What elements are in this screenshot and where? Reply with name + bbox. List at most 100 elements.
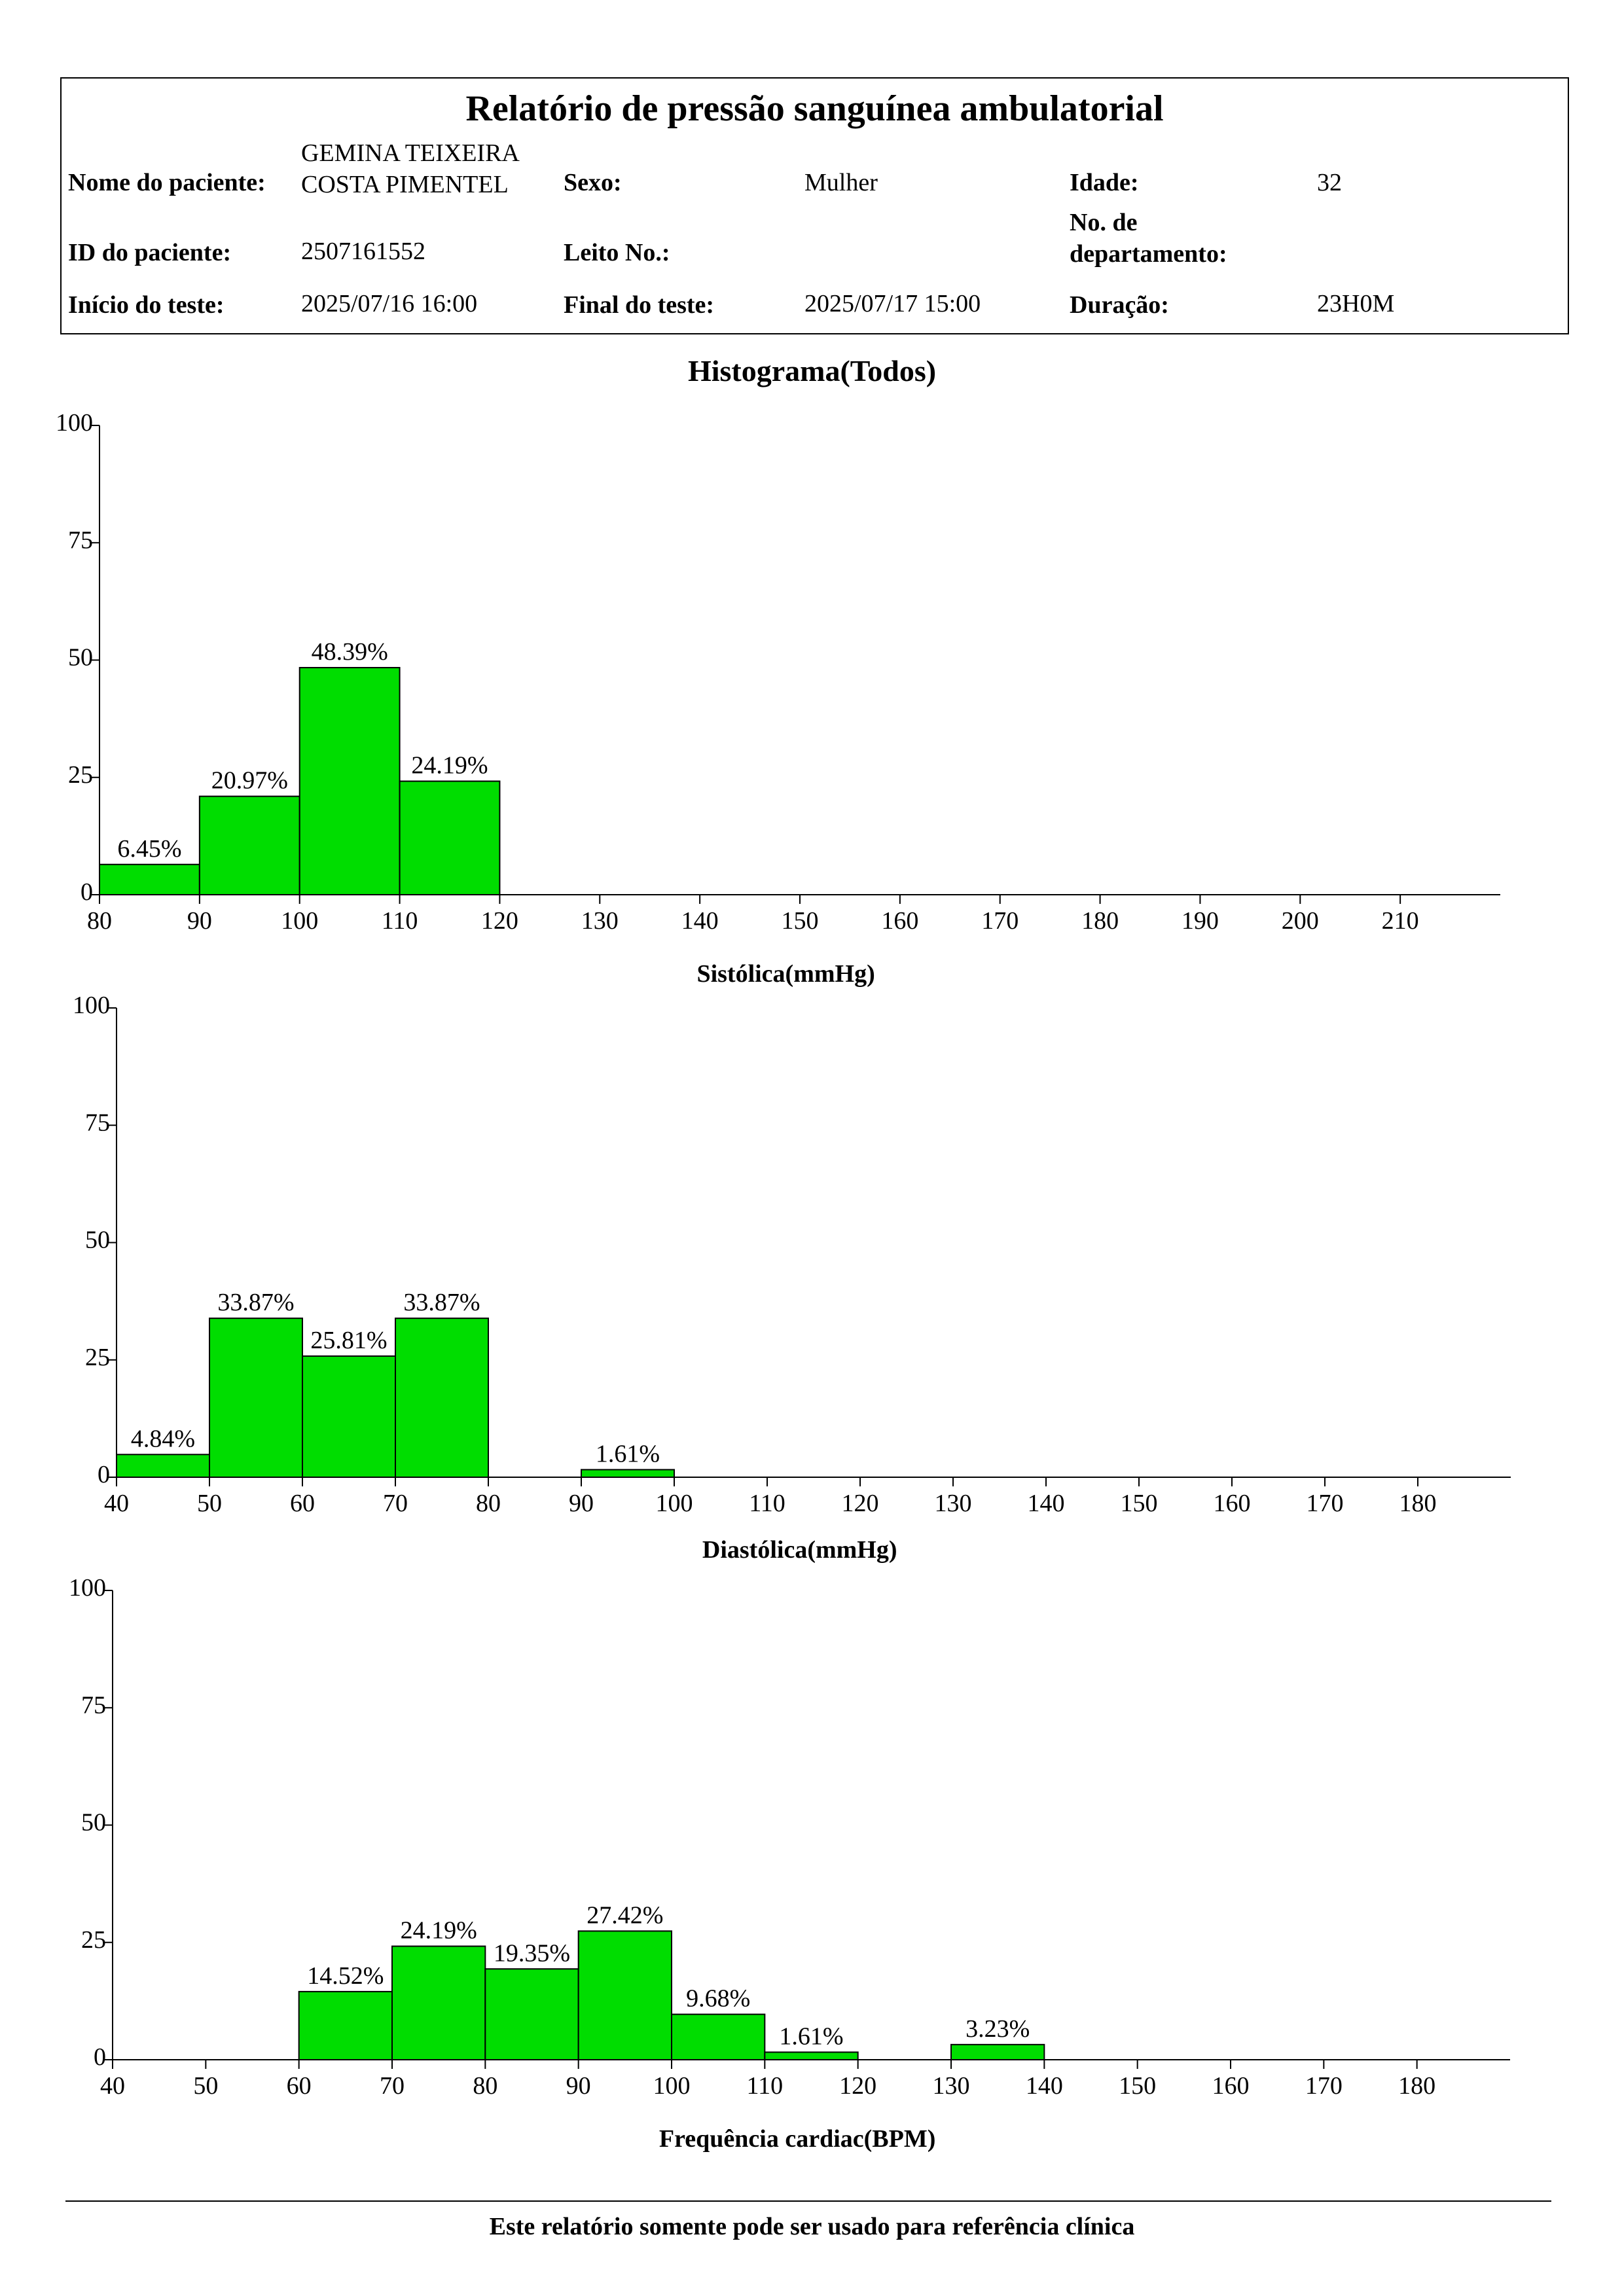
- patient-id-label: ID do paciente:: [68, 239, 232, 266]
- histogram-bar: [950, 2043, 1045, 2060]
- patient-name-value: GEMINA TEIXEIRA COSTA PIMENTEL: [301, 137, 520, 200]
- diastolic-histogram: 4.84% 33.87% 25.81% 33.87% 1.61% 0 25 50 75 100 40…: [73, 992, 1511, 1564]
- sex-value: Mulher: [804, 169, 878, 196]
- patient-id-value: 2507161552: [301, 238, 425, 265]
- bed-label: Leito No.:: [564, 239, 670, 266]
- x-tick-label: 110: [749, 1490, 785, 1517]
- dept-label: No. de departamento:: [1070, 207, 1227, 270]
- x-tick-label: 100: [653, 2072, 691, 2100]
- end-value: 2025/07/17 15:00: [804, 290, 981, 317]
- dept-label-line2: departamento:: [1070, 240, 1227, 268]
- histogram-bar: [302, 1355, 396, 1479]
- bar-value-label: 1.61%: [596, 1440, 660, 1467]
- histogram-bar: [209, 1318, 303, 1478]
- report-header: Relatório de pressão sanguínea ambulator…: [60, 77, 1569, 334]
- histogram-bar: [484, 1968, 579, 2060]
- x-tick-label: 160: [881, 907, 918, 935]
- bar-value-label: 19.35%: [494, 1939, 570, 1967]
- footer-disclaimer: Este relatório somente pode ser usado pa…: [489, 2213, 1135, 2240]
- histogram-bar: [298, 667, 401, 895]
- x-tick-label: 80: [476, 1490, 501, 1517]
- y-tick-label: 75: [85, 1109, 110, 1136]
- x-tick-label: 120: [839, 2072, 876, 2100]
- bar-value-label: 20.97%: [211, 767, 288, 795]
- patient-name-line1: GEMINA TEIXEIRA: [301, 139, 520, 167]
- x-tick-label: 100: [281, 907, 318, 935]
- y-tick-label: 25: [85, 1344, 110, 1371]
- bar-value-label: 48.39%: [312, 638, 388, 666]
- x-tick-label: 50: [193, 2072, 218, 2100]
- patient-name-line2: COSTA PIMENTEL: [301, 171, 509, 198]
- histogram-bar: [99, 863, 200, 895]
- y-tick-label: 25: [81, 1926, 106, 1954]
- x-tick-label: 170: [1307, 1490, 1344, 1517]
- bar-value-label: 1.61%: [779, 2022, 843, 2050]
- x-tick-label: 150: [1121, 1490, 1158, 1517]
- x-tick-label: 160: [1212, 2072, 1250, 2100]
- heart-rate-histogram: 14.52% 24.19% 19.35% 27.42% 9.68% 1.61% 3.23% 0…: [69, 1574, 1510, 2153]
- report-title: Relatório de pressão sanguínea ambulator…: [465, 88, 1164, 129]
- histogram-bar: [116, 1454, 210, 1478]
- bar-value-label: 3.23%: [965, 2015, 1030, 2043]
- y-tick-label: 75: [81, 1691, 106, 1719]
- x-tick-label: 150: [1119, 2072, 1156, 2100]
- x-tick-label: 190: [1182, 907, 1219, 935]
- x-tick-label: 120: [842, 1490, 879, 1517]
- histogram-bar: [581, 1469, 675, 1478]
- age-label: Idade:: [1070, 169, 1139, 196]
- histogram-bar: [671, 2013, 766, 2061]
- footer-divider: [65, 2200, 1551, 2202]
- end-label: Final do teste:: [564, 291, 715, 319]
- x-tick-label: 180: [1399, 1490, 1437, 1517]
- bar-value-label: 24.19%: [411, 752, 488, 780]
- x-tick-label: 70: [380, 2072, 405, 2100]
- x-tick-label: 60: [287, 2072, 312, 2100]
- y-tick-label: 0: [98, 1461, 110, 1488]
- x-tick-label: 170: [981, 907, 1019, 935]
- y-tick-label: 25: [68, 761, 93, 789]
- x-tick-label: 170: [1305, 2072, 1343, 2100]
- bar-value-label: 33.87%: [217, 1289, 294, 1316]
- x-axis-label: Sistólica(mmHg): [696, 960, 875, 988]
- bar-value-label: 9.68%: [686, 1985, 750, 2013]
- x-tick-label: 70: [383, 1490, 408, 1517]
- x-tick-label: 50: [197, 1490, 222, 1517]
- x-tick-label: 40: [104, 1490, 129, 1517]
- x-tick-label: 60: [290, 1490, 315, 1517]
- y-tick-label: 100: [56, 409, 93, 437]
- x-tick-label: 210: [1382, 907, 1419, 935]
- patient-name-label: Nome do paciente:: [68, 169, 266, 196]
- start-label: Início do teste:: [68, 291, 225, 319]
- sex-label: Sexo:: [564, 169, 622, 196]
- y-tick-label: 50: [85, 1227, 110, 1254]
- y-tick-label: 0: [81, 878, 93, 906]
- x-tick-label: 130: [933, 2072, 970, 2100]
- y-tick-label: 50: [81, 1809, 106, 1837]
- systolic-histogram: 6.45% 20.97% 48.39% 24.19% 0 25 50 75 100 80 90 100…: [56, 409, 1500, 988]
- x-tick-label: 130: [935, 1490, 972, 1517]
- y-tick-label: 75: [68, 526, 93, 554]
- bar-value-label: 24.19%: [401, 1917, 477, 1945]
- bar-value-label: 27.42%: [586, 1901, 663, 1929]
- histogram-bar: [298, 1990, 393, 2060]
- histogram-bar: [764, 2051, 859, 2060]
- histogram-bar: [198, 795, 300, 895]
- y-tick-label: 100: [69, 1574, 106, 1602]
- x-tick-label: 80: [473, 2072, 497, 2100]
- age-value: 32: [1317, 169, 1342, 196]
- y-tick-label: 50: [68, 644, 93, 672]
- bar-value-label: 6.45%: [117, 835, 181, 863]
- section-title: Histograma(Todos): [687, 354, 937, 387]
- histogram-bar: [395, 1318, 489, 1478]
- bar-value-label: 25.81%: [310, 1327, 387, 1354]
- histogram-bar: [399, 780, 501, 895]
- start-value: 2025/07/16 16:00: [301, 290, 478, 317]
- x-axis-label: Diastólica(mmHg): [702, 1536, 897, 1564]
- dept-label-line1: No. de: [1070, 209, 1138, 236]
- duration-label: Duração:: [1070, 291, 1169, 319]
- x-tick-label: 140: [681, 907, 719, 935]
- y-tick-label: 100: [73, 992, 110, 1019]
- x-tick-label: 80: [87, 907, 112, 935]
- x-tick-label: 120: [481, 907, 518, 935]
- x-tick-label: 180: [1398, 2072, 1435, 2100]
